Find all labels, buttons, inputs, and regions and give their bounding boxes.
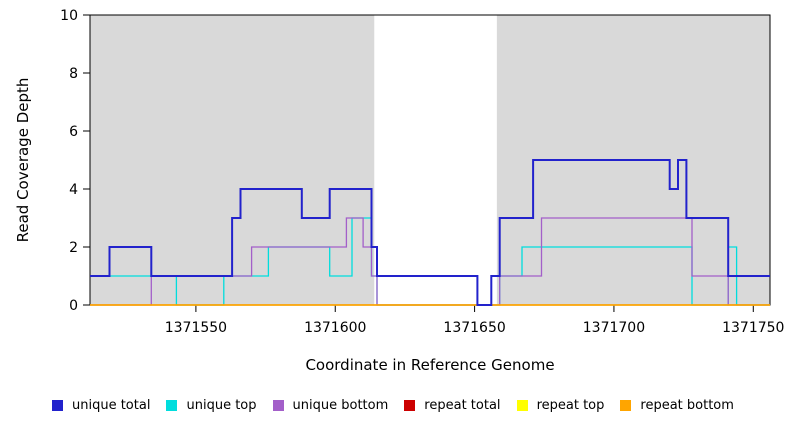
legend-swatch-repeat-top xyxy=(516,400,528,411)
y-axis-tick-label: 6 xyxy=(69,124,78,140)
y-axis-title: Read Coverage Depth xyxy=(14,78,32,243)
legend-item-unique-total: unique total xyxy=(52,398,150,413)
plot-layers: 0 2 4 6 8 10 1371550 1371600 1371650 1371700 13717… xyxy=(60,8,784,336)
legend-label: unique bottom xyxy=(292,398,389,413)
legend-swatch-unique-bottom xyxy=(272,400,284,411)
y-axis-tick-label: 2 xyxy=(69,240,78,256)
legend-label: repeat bottom xyxy=(640,398,734,413)
legend-item-repeat-bottom: repeat bottom xyxy=(620,398,734,413)
series-line-unique-total xyxy=(90,159,770,306)
x-axis-tick-label: 1371550 xyxy=(165,320,227,336)
y-axis-tick-label: 4 xyxy=(69,182,78,198)
legend-item-unique-top: unique top xyxy=(166,398,257,413)
legend-label: unique top xyxy=(186,398,257,413)
y-axis-tick-label: 8 xyxy=(69,66,78,82)
series-line-unique-bottom xyxy=(90,217,770,306)
legend-label: repeat total xyxy=(424,398,501,413)
legend-label: unique total xyxy=(72,398,151,413)
legend-swatch-repeat-bottom xyxy=(620,400,632,411)
x-axis-tick-label: 1371700 xyxy=(583,320,645,336)
x-axis-tick-label: 1371750 xyxy=(722,320,784,336)
coverage-chart: 0 2 4 6 8 10 1371550 1371600 1371650 1371700 13717… xyxy=(14,8,784,374)
x-axis-title: Coordinate in Reference Genome xyxy=(305,356,554,374)
y-axis-tick-label: 10 xyxy=(60,8,78,24)
x-axis-tick-label: 1371600 xyxy=(304,320,366,336)
y-axis-tick-label: 0 xyxy=(69,298,78,314)
legend-label: repeat top xyxy=(536,398,605,413)
legend-swatch-unique-total xyxy=(52,400,63,411)
legend-item-repeat-total: repeat total xyxy=(404,398,501,413)
chart-legend: unique total unique top unique bottom repea… xyxy=(0,392,792,413)
legend-swatch-unique-top xyxy=(166,400,178,411)
legend-item-repeat-top: repeat top xyxy=(516,398,605,413)
legend-item-unique-bottom: unique bottom xyxy=(272,398,389,413)
x-axis-tick-label: 1371650 xyxy=(443,320,505,336)
legend-swatch-repeat-total xyxy=(404,400,416,411)
